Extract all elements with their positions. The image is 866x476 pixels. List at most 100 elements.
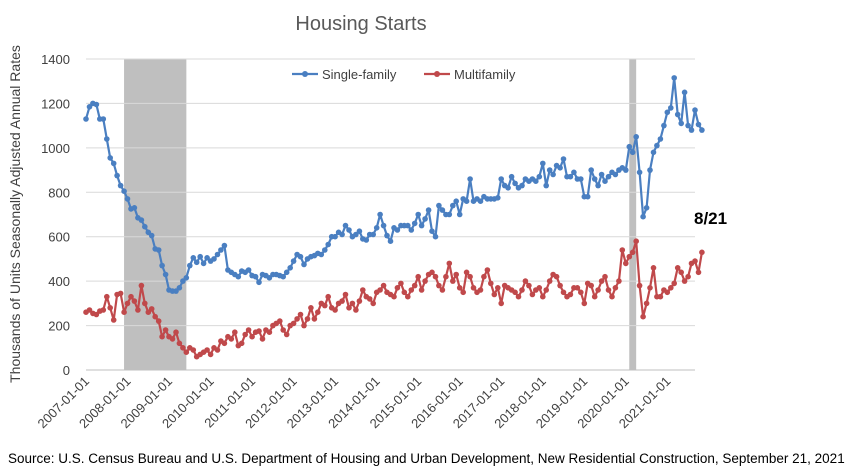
data-point bbox=[488, 280, 494, 287]
data-point bbox=[657, 136, 664, 142]
data-point bbox=[668, 285, 674, 291]
data-point bbox=[591, 176, 598, 182]
data-point bbox=[142, 300, 148, 307]
data-point bbox=[363, 237, 370, 243]
data-point bbox=[588, 282, 594, 289]
data-point bbox=[322, 302, 328, 309]
data-point bbox=[602, 178, 608, 184]
data-point bbox=[311, 316, 318, 322]
data-point bbox=[688, 127, 695, 133]
data-point bbox=[104, 136, 110, 142]
data-point bbox=[602, 273, 608, 280]
data-point bbox=[124, 300, 131, 307]
data-point bbox=[131, 298, 138, 304]
data-point bbox=[484, 267, 491, 273]
data-point bbox=[540, 160, 546, 167]
data-point bbox=[117, 182, 124, 189]
data-point bbox=[560, 289, 567, 296]
data-point bbox=[183, 349, 190, 356]
data-point bbox=[245, 267, 252, 273]
data-point bbox=[280, 327, 287, 333]
data-point bbox=[439, 287, 446, 293]
data-point bbox=[498, 300, 505, 307]
data-point bbox=[470, 285, 477, 291]
data-point bbox=[297, 253, 304, 260]
data-point bbox=[546, 278, 553, 284]
data-point bbox=[114, 172, 120, 179]
data-point bbox=[325, 293, 332, 300]
data-point bbox=[131, 205, 138, 211]
data-point bbox=[242, 331, 248, 338]
data-point bbox=[519, 182, 525, 189]
data-point bbox=[290, 320, 297, 327]
data-point bbox=[142, 223, 148, 230]
data-point bbox=[650, 265, 657, 271]
data-point bbox=[418, 222, 425, 229]
data-point bbox=[647, 167, 653, 173]
data-point bbox=[543, 287, 549, 293]
data-point bbox=[508, 173, 515, 180]
data-point bbox=[598, 171, 605, 178]
data-point bbox=[616, 278, 622, 284]
data-point bbox=[283, 269, 290, 276]
data-point bbox=[93, 311, 100, 318]
data-point bbox=[221, 340, 228, 347]
data-point bbox=[584, 193, 591, 200]
data-point bbox=[259, 336, 266, 342]
data-point bbox=[695, 121, 702, 128]
data-point bbox=[159, 333, 165, 340]
data-point bbox=[342, 291, 349, 298]
data-point bbox=[647, 285, 653, 291]
chart-title: Housing Starts bbox=[295, 13, 426, 35]
data-point bbox=[612, 171, 619, 178]
data-point bbox=[595, 287, 601, 293]
data-point bbox=[519, 287, 525, 293]
data-point bbox=[380, 222, 387, 229]
data-point bbox=[657, 293, 664, 300]
data-point bbox=[377, 287, 383, 293]
data-point bbox=[609, 293, 615, 300]
data-point bbox=[370, 300, 377, 307]
data-point bbox=[245, 327, 252, 333]
data-point bbox=[190, 254, 197, 261]
data-point bbox=[405, 222, 411, 229]
data-point bbox=[695, 269, 702, 276]
data-point bbox=[197, 253, 203, 260]
data-point bbox=[681, 89, 688, 96]
data-point bbox=[107, 155, 113, 161]
data-point bbox=[453, 198, 460, 204]
data-point bbox=[304, 316, 311, 322]
data-point bbox=[699, 127, 705, 133]
data-point bbox=[190, 347, 197, 353]
data-point bbox=[193, 259, 200, 266]
x-tick-labels: 2007-01-012008-01-012009-01-012010-01-01… bbox=[34, 374, 673, 432]
data-point bbox=[155, 318, 162, 324]
data-point bbox=[477, 198, 484, 204]
data-point bbox=[318, 251, 325, 258]
data-point bbox=[100, 116, 107, 122]
data-point bbox=[394, 285, 401, 291]
data-point bbox=[626, 143, 633, 150]
data-point bbox=[668, 105, 674, 111]
data-point bbox=[159, 262, 165, 269]
data-point bbox=[124, 196, 131, 202]
data-point bbox=[162, 327, 169, 333]
data-point bbox=[439, 207, 446, 213]
data-point bbox=[138, 282, 145, 289]
data-point bbox=[384, 232, 390, 239]
data-point bbox=[238, 340, 245, 347]
data-point bbox=[640, 213, 646, 220]
data-point bbox=[110, 317, 117, 323]
legend-swatch-marker bbox=[302, 71, 308, 77]
data-point bbox=[626, 253, 633, 260]
data-point bbox=[266, 275, 273, 281]
data-point bbox=[581, 300, 588, 307]
data-point bbox=[110, 160, 117, 167]
data-point bbox=[214, 347, 221, 353]
data-point bbox=[526, 282, 532, 289]
y-tick-label: 1000 bbox=[41, 141, 70, 156]
data-point bbox=[218, 247, 224, 253]
data-point bbox=[529, 291, 536, 298]
legend-label: Multifamily bbox=[454, 67, 516, 82]
data-point bbox=[200, 260, 207, 267]
